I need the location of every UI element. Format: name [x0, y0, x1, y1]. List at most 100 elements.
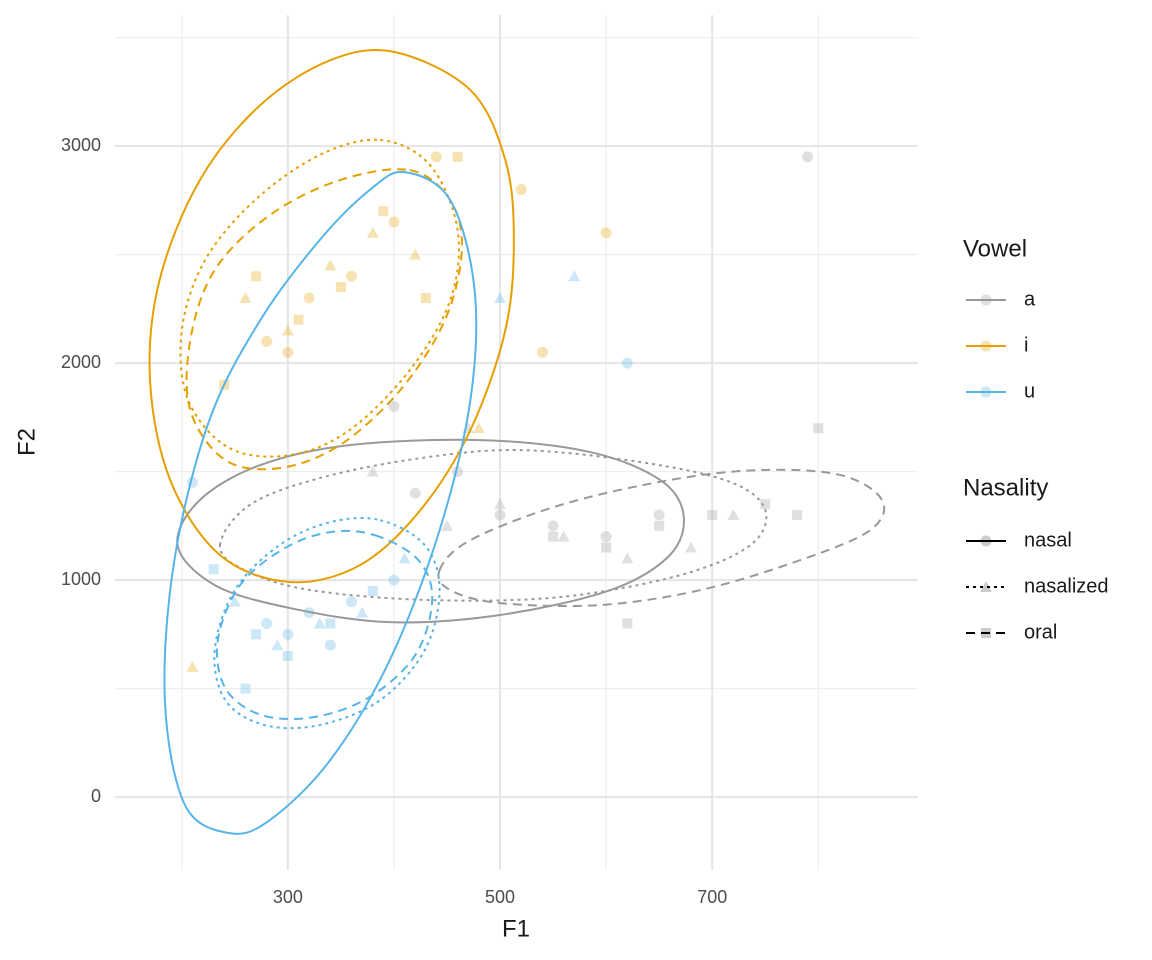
ellipse [185, 168, 463, 471]
legend-entry: oral [966, 621, 1057, 643]
point [494, 291, 507, 303]
legend-label: a [1024, 288, 1036, 310]
point [792, 509, 803, 520]
ellipse [213, 517, 441, 730]
point [282, 628, 294, 640]
point [536, 346, 548, 358]
point [325, 618, 336, 629]
point [251, 629, 262, 640]
ellipse [437, 468, 886, 608]
legend-entry: a [966, 288, 1036, 310]
legend-key-point [980, 581, 992, 592]
legend-key-point [981, 628, 991, 638]
point [388, 574, 400, 586]
point [324, 639, 336, 651]
point [271, 639, 284, 651]
point [621, 357, 633, 369]
point [654, 520, 665, 531]
point [186, 660, 199, 672]
point [251, 271, 262, 282]
point [684, 541, 697, 553]
ellipse [176, 438, 685, 624]
point [313, 617, 326, 629]
point [600, 531, 612, 543]
ellipse [219, 449, 768, 602]
legend-entry: nasalized [966, 575, 1109, 597]
point [335, 282, 346, 293]
point [430, 151, 442, 163]
point [346, 270, 358, 282]
legend-entry: nasal [966, 529, 1072, 551]
point [240, 683, 251, 694]
point [760, 499, 771, 510]
point [600, 227, 612, 239]
point [601, 542, 612, 553]
point [707, 509, 718, 520]
point [367, 585, 378, 596]
legend-label: i [1024, 334, 1028, 356]
point [409, 487, 421, 499]
point [494, 498, 507, 510]
legend-title: Nasality [963, 474, 1048, 501]
x-tick-label: 300 [273, 887, 303, 907]
point [356, 606, 369, 618]
ellipse [215, 529, 434, 720]
legend-entry: i [966, 334, 1028, 356]
point [366, 465, 379, 477]
point [420, 292, 431, 303]
legend-entry: u [966, 380, 1035, 402]
legend-title: Vowel [963, 235, 1027, 262]
point [441, 519, 454, 531]
point [622, 618, 633, 629]
point [653, 509, 665, 521]
point [548, 531, 559, 542]
legend-key-point [980, 535, 992, 547]
point [547, 520, 559, 532]
x-tick-label: 700 [697, 887, 727, 907]
legend-label: u [1024, 380, 1035, 402]
point [388, 216, 400, 228]
legend-key-point [980, 386, 992, 398]
point [568, 270, 581, 282]
legend-key-point [980, 294, 992, 306]
y-axis-title: F2 [13, 428, 40, 456]
point [346, 596, 358, 608]
point [208, 564, 219, 575]
point [398, 552, 411, 564]
point [261, 617, 273, 629]
y-tick-label: 2000 [61, 352, 101, 372]
ellipse [148, 49, 515, 584]
point [303, 292, 315, 304]
y-tick-label: 0 [91, 786, 101, 806]
point [452, 151, 463, 162]
point [366, 226, 379, 238]
y-tick-label: 1000 [61, 569, 101, 589]
y-tick-label: 3000 [61, 135, 101, 155]
point [557, 530, 570, 542]
legend-key-point [980, 340, 992, 352]
legend-label: nasalized [1024, 575, 1109, 597]
point [228, 595, 241, 607]
point [281, 324, 294, 336]
point [515, 183, 527, 195]
point [494, 509, 506, 521]
point [409, 248, 422, 260]
ellipse [163, 170, 478, 835]
point [472, 422, 485, 434]
point [282, 651, 293, 662]
x-tick-label: 500 [485, 887, 515, 907]
point [813, 423, 824, 434]
legend-label: nasal [1024, 529, 1072, 551]
legend-label: oral [1024, 621, 1057, 643]
point [802, 151, 814, 163]
point [282, 346, 294, 358]
x-axis-title: F1 [502, 915, 530, 942]
point [293, 314, 304, 325]
point [324, 259, 337, 271]
ellipse [179, 138, 460, 458]
point [727, 508, 740, 520]
point [261, 335, 273, 347]
point [239, 291, 252, 303]
point [621, 552, 634, 564]
